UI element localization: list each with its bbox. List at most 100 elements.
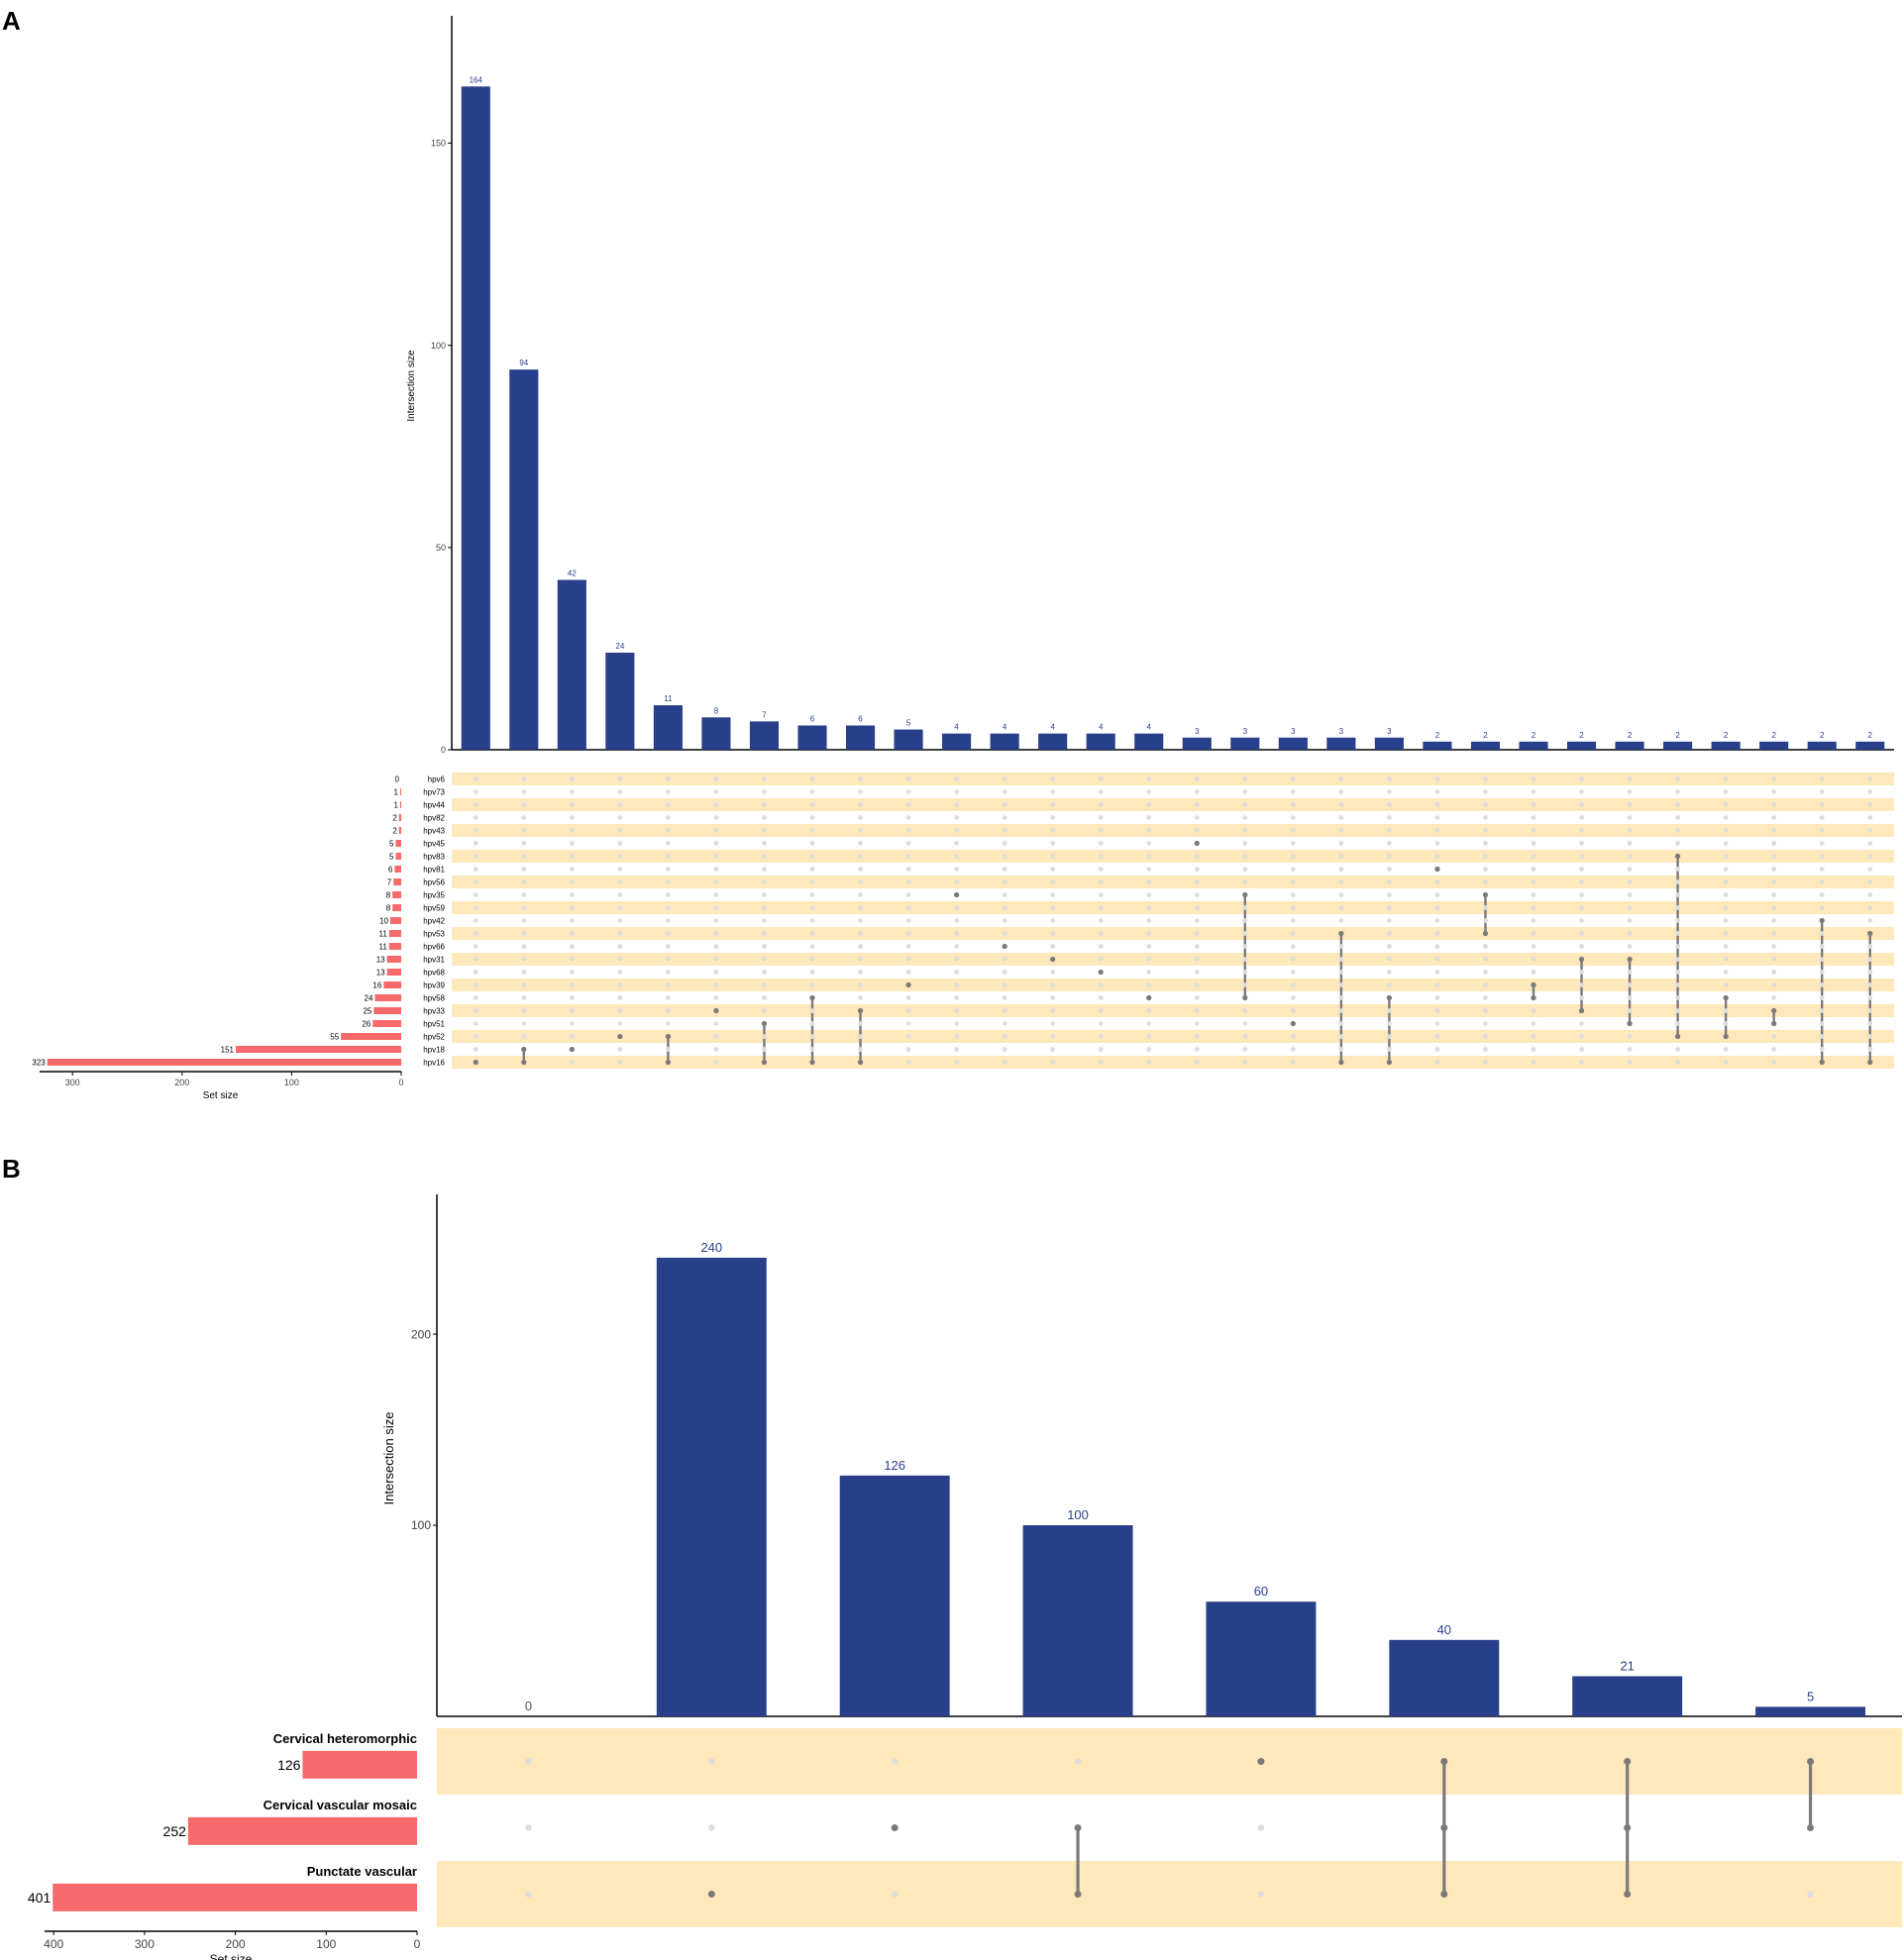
- panel-a-matrix-dot: [1387, 957, 1392, 962]
- panel-b-set-size-label: 252: [163, 1823, 187, 1839]
- panel-a-matrix-dot: [905, 931, 911, 936]
- panel-a-matrix-dot: [1723, 789, 1729, 794]
- panel-a-matrix-dot: [1002, 841, 1007, 846]
- panel-a-matrix-dot: [1819, 815, 1825, 820]
- panel-a-matrix-dot: [1242, 944, 1248, 949]
- panel-a-matrix-dot: [762, 944, 767, 949]
- panel-a-matrix-dot: [521, 879, 527, 884]
- panel-a-matrix-dot: [617, 982, 623, 987]
- panel-a-matrix-dot: [1387, 828, 1392, 833]
- panel-a-matrix-dot: [1867, 1008, 1873, 1013]
- panel-a-matrix-dot: [1723, 905, 1729, 910]
- panel-a-matrix-dot: [1483, 802, 1488, 807]
- panel-a-matrix-dot: [1387, 841, 1392, 846]
- panel-a-matrix-dot: [954, 776, 959, 781]
- panel-a-matrix-dot-active: [521, 1059, 527, 1066]
- panel-a-matrix-dot: [569, 879, 575, 884]
- panel-a-matrix-dot: [1098, 776, 1104, 781]
- panel-a-matrix-dot: [1098, 892, 1104, 897]
- panel-a-matrix-dot: [1434, 1021, 1440, 1026]
- panel-a-matrix-dot: [954, 841, 959, 846]
- panel-a-matrix-dot: [713, 828, 719, 833]
- panel-a-matrix-dot: [905, 1060, 911, 1065]
- panel-a-matrix-dot: [1819, 905, 1825, 910]
- panel-a-matrix-dot: [1242, 815, 1248, 820]
- panel-a-matrix-dot-active: [1531, 994, 1536, 1001]
- panel-b-matrix-dot-active: [1074, 1823, 1082, 1832]
- panel-a-matrix-dot: [1146, 982, 1152, 987]
- panel-a-matrix-dot: [1819, 995, 1825, 1000]
- panel-a-matrix-dot: [1579, 828, 1584, 833]
- panel-a-matrix-dot: [1434, 802, 1440, 807]
- panel-a-matrix-dot-active: [569, 1046, 575, 1053]
- panel-a-matrix-dot: [1146, 918, 1152, 923]
- panel-a-matrix-dot: [1002, 892, 1007, 897]
- panel-b-set-size-bar: [302, 1750, 417, 1779]
- panel-a-matrix-dot: [1771, 867, 1777, 872]
- panel-a-matrix-dot: [1531, 1008, 1536, 1013]
- panel-a-matrix-dot: [521, 918, 527, 923]
- panel-a-matrix-dot: [858, 892, 863, 897]
- panel-b-matrix-dot: [708, 1758, 715, 1765]
- panel-a-matrix-dot: [1194, 854, 1200, 859]
- panel-a-matrix-dot: [1771, 995, 1777, 1000]
- panel-a-matrix-dot: [713, 944, 719, 949]
- panel-a-matrix-dot: [1819, 1021, 1825, 1026]
- panel-b-y-axis-label: Intersection size: [381, 1412, 396, 1505]
- panel-a-matrix-dot-active: [1723, 994, 1729, 1001]
- panel-a-matrix-dot: [521, 867, 527, 872]
- panel-a-matrix-dot: [954, 867, 959, 872]
- panel-a-matrix-dot: [858, 867, 863, 872]
- panel-a-intersection-bar: [509, 369, 539, 750]
- panel-a-matrix-dot: [617, 802, 623, 807]
- panel-a-matrix-dot: [1146, 776, 1152, 781]
- panel-b-intersection-bar: [1022, 1525, 1133, 1716]
- panel-a-matrix-dot: [762, 828, 767, 833]
- panel-a-matrix-stripe: [452, 901, 1894, 914]
- panel-a-set-size-label: 8: [386, 903, 391, 912]
- panel-a-matrix-dot: [1146, 944, 1152, 949]
- panel-a-matrix-dot: [1579, 892, 1584, 897]
- panel-a-matrix-dot: [1819, 957, 1825, 962]
- panel-b-matrix-dot: [525, 1758, 532, 1765]
- panel-a-bar-label: 3: [1243, 727, 1248, 736]
- panel-a-matrix-dot: [954, 1008, 959, 1013]
- panel-a-matrix-dot: [762, 970, 767, 975]
- panel-a-matrix-dot: [617, 944, 623, 949]
- panel-a-matrix-dot: [521, 802, 527, 807]
- panel-a-matrix-dot: [1867, 918, 1873, 923]
- panel-b-intersection-bar: [1206, 1601, 1317, 1716]
- panel-a-matrix-dot: [1002, 1034, 1007, 1039]
- panel-a-set-size-bar: [47, 1059, 401, 1066]
- panel-a-matrix-dot: [1002, 802, 1007, 807]
- panel-a-matrix-dot: [809, 931, 815, 936]
- panel-a-matrix-dot-active: [1194, 840, 1200, 847]
- panel-a-matrix-dot: [666, 957, 671, 962]
- panel-a-set-size-bar: [389, 917, 401, 924]
- panel-a-matrix-dot: [1771, 828, 1777, 833]
- panel-a-matrix-dot: [666, 879, 671, 884]
- panel-a-matrix-dot: [1098, 815, 1104, 820]
- panel-a-matrix-dot: [1627, 1060, 1633, 1065]
- panel-a-matrix-dot: [1627, 944, 1633, 949]
- panel-a-set-size-bar: [388, 930, 401, 937]
- panel-a-matrix-dot: [617, 776, 623, 781]
- panel-a-bar-label: 3: [1195, 727, 1200, 736]
- panel-b-matrix-dot: [891, 1758, 899, 1765]
- panel-a-bar-label: 8: [714, 706, 719, 715]
- panel-a-intersection-bar: [990, 733, 1019, 750]
- panel-a-matrix-dot: [473, 841, 478, 846]
- panel-a-intersection-bar: [1807, 741, 1837, 750]
- panel-a-matrix-dot: [1434, 931, 1440, 936]
- panel-a-matrix-dot: [713, 957, 719, 962]
- panel-b-matrix-dot-active: [1440, 1757, 1448, 1766]
- panel-a-matrix-dot: [1050, 789, 1056, 794]
- panel-a-matrix-dot: [1050, 841, 1056, 846]
- panel-a-intersection-bar: [653, 705, 683, 750]
- panel-a-matrix-dot: [666, 1047, 671, 1052]
- panel-a-set-size-bar: [383, 981, 401, 988]
- panel-a-matrix-dot: [1242, 1008, 1248, 1013]
- panel-a-set-name: hpv6: [428, 774, 446, 783]
- panel-a-matrix-dot: [1194, 995, 1200, 1000]
- panel-a-matrix-dot: [1531, 1060, 1536, 1065]
